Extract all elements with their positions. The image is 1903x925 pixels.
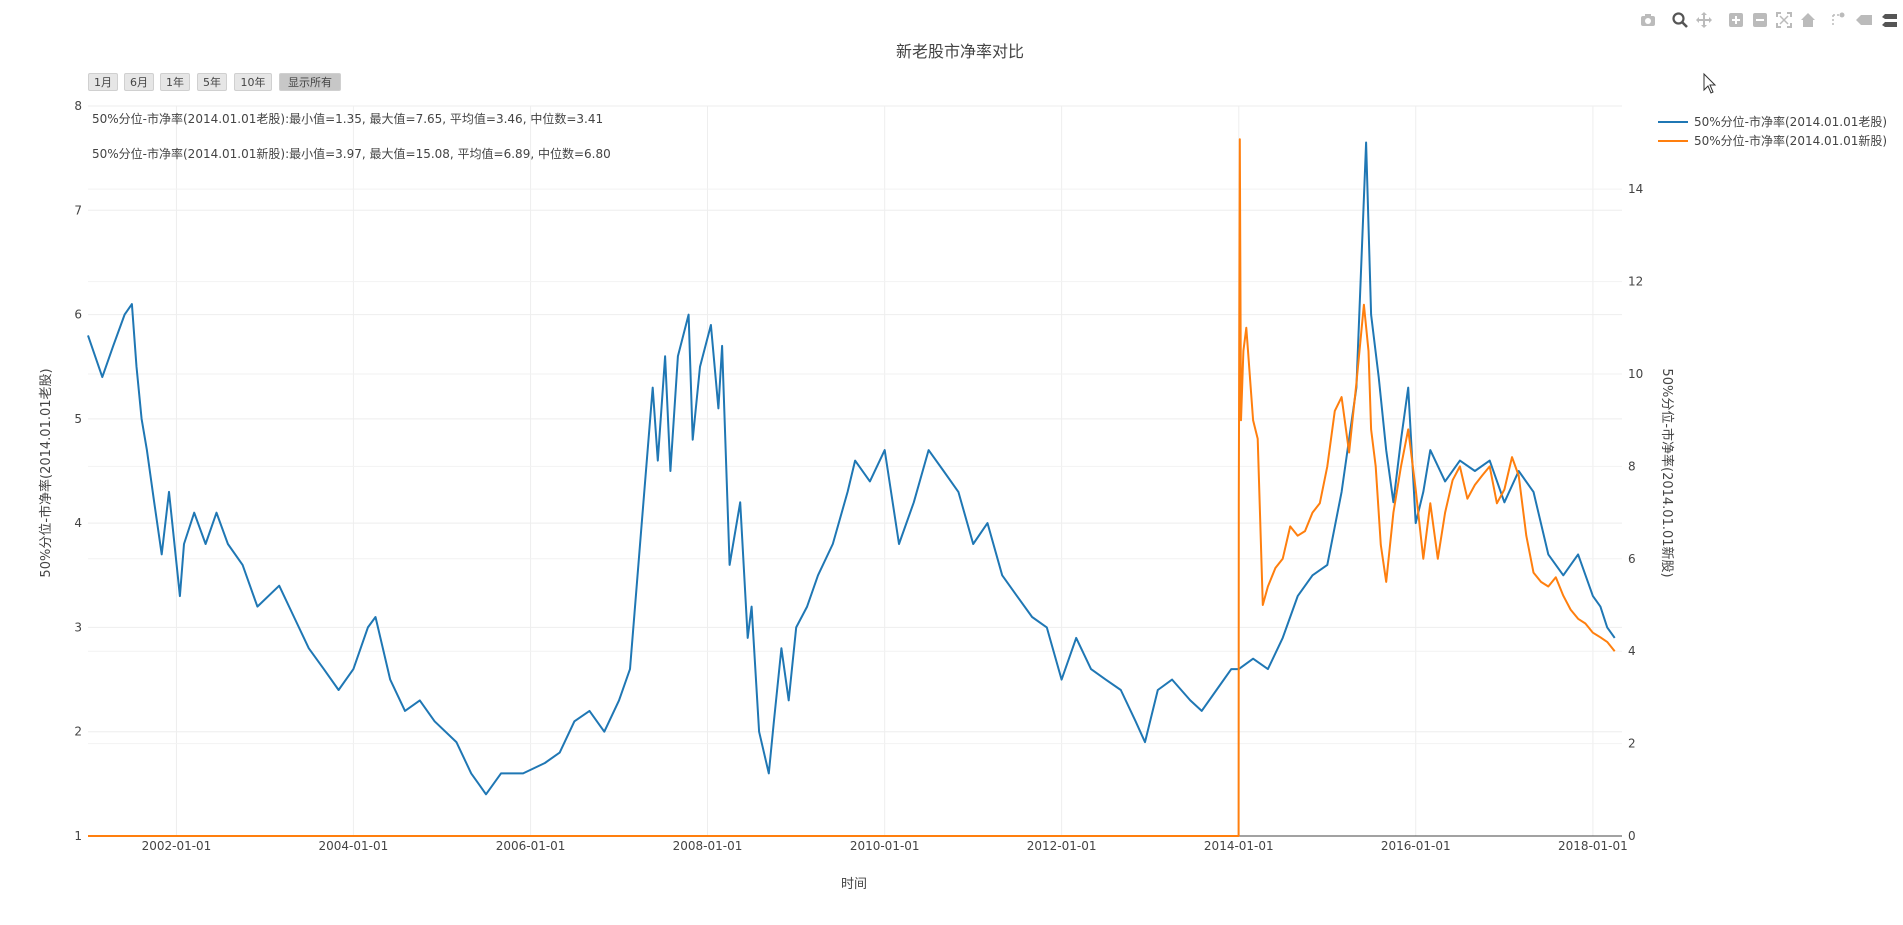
grid-lines bbox=[88, 105, 1622, 837]
y-left-tick-label: 1 bbox=[74, 829, 82, 843]
y-right-tick-label: 4 bbox=[1628, 644, 1636, 658]
y-left-tick-label: 3 bbox=[74, 620, 82, 634]
x-axis-title: 时间 bbox=[841, 877, 867, 892]
x-tick-label: 2012-01-01 bbox=[1027, 839, 1097, 853]
range-button-5y[interactable]: 5年 bbox=[197, 73, 227, 91]
spike-lines-icon[interactable] bbox=[1829, 11, 1847, 29]
legend-item-old[interactable]: 50%分位-市净率(2014.01.01老股) bbox=[1658, 114, 1887, 129]
x-tick-label: 2008-01-01 bbox=[673, 839, 743, 853]
y-right-tick-label: 14 bbox=[1628, 182, 1643, 196]
y-axis-right-title: 50%分位-市净率(2014.01.01新股) bbox=[1659, 368, 1675, 577]
hover-compare-icon[interactable] bbox=[1880, 11, 1898, 29]
y-right-tick-label: 0 bbox=[1628, 829, 1636, 843]
zoom-in-icon[interactable] bbox=[1727, 11, 1745, 29]
series-line-old bbox=[87, 141, 1616, 796]
y-left-tick-label: 8 bbox=[74, 99, 82, 113]
y-left-tick-label: 7 bbox=[74, 203, 82, 217]
x-tick-label: 2018-01-01 bbox=[1558, 839, 1628, 853]
x-tick-label: 2006-01-01 bbox=[496, 839, 566, 853]
series-line-new bbox=[88, 138, 1616, 837]
x-tick-label: 2010-01-01 bbox=[850, 839, 920, 853]
y-axis-left-title: 50%分位-市净率(2014.01.01老股) bbox=[38, 368, 54, 577]
x-tick-label: 2016-01-01 bbox=[1381, 839, 1451, 853]
legend-label-new: 50%分位-市净率(2014.01.01新股) bbox=[1694, 133, 1887, 148]
y-left-tick-label: 2 bbox=[74, 725, 82, 739]
legend-label-old: 50%分位-市净率(2014.01.01老股) bbox=[1694, 114, 1887, 129]
camera-icon[interactable] bbox=[1639, 11, 1657, 29]
autoscale-icon[interactable] bbox=[1775, 11, 1793, 29]
hover-closest-icon[interactable] bbox=[1855, 11, 1873, 29]
y-right-tick-label: 2 bbox=[1628, 737, 1636, 751]
legend-item-new[interactable]: 50%分位-市净率(2014.01.01新股) bbox=[1658, 133, 1887, 148]
zoom-out-icon[interactable] bbox=[1751, 11, 1769, 29]
range-button-6m[interactable]: 6月 bbox=[124, 73, 154, 91]
y-left-tick-label: 4 bbox=[74, 516, 82, 530]
x-tick-label: 2004-01-01 bbox=[319, 839, 389, 853]
home-icon[interactable] bbox=[1799, 11, 1817, 29]
y-right-tick-label: 10 bbox=[1628, 367, 1643, 381]
annotation-new-stats: 50%分位-市净率(2014.01.01新股):最小值=3.97, 最大值=15… bbox=[92, 146, 611, 161]
y-right-tick-label: 6 bbox=[1628, 552, 1636, 566]
legend: 50%分位-市净率(2014.01.01老股) 50%分位-市净率(2014.0… bbox=[1658, 114, 1887, 148]
x-tick-label: 2014-01-01 bbox=[1204, 839, 1274, 853]
mouse-cursor bbox=[1703, 72, 1717, 94]
pan-icon[interactable] bbox=[1695, 11, 1713, 29]
y-left-tick-label: 6 bbox=[74, 308, 82, 322]
annotation-old-stats: 50%分位-市净率(2014.01.01老股):最小值=1.35, 最大值=7.… bbox=[92, 111, 603, 126]
range-button-1y[interactable]: 1年 bbox=[160, 73, 190, 91]
range-button-all[interactable]: 显示所有 bbox=[279, 73, 341, 91]
chart-title: 新老股市净率对比 bbox=[896, 42, 1024, 61]
series-layer bbox=[87, 138, 1616, 837]
zoom-icon[interactable] bbox=[1671, 11, 1689, 29]
range-button-1m[interactable]: 1月 bbox=[88, 73, 118, 91]
y-right-tick-label: 8 bbox=[1628, 459, 1636, 473]
y-left-tick-label: 5 bbox=[74, 412, 82, 426]
x-tick-label: 2002-01-01 bbox=[142, 839, 212, 853]
range-button-10y[interactable]: 10年 bbox=[234, 73, 272, 91]
ticks-layer: 2002-01-01 2004-01-01 2006-01-01 2008-01-01… bbox=[74, 99, 1643, 853]
y-right-tick-label: 12 bbox=[1628, 275, 1643, 289]
